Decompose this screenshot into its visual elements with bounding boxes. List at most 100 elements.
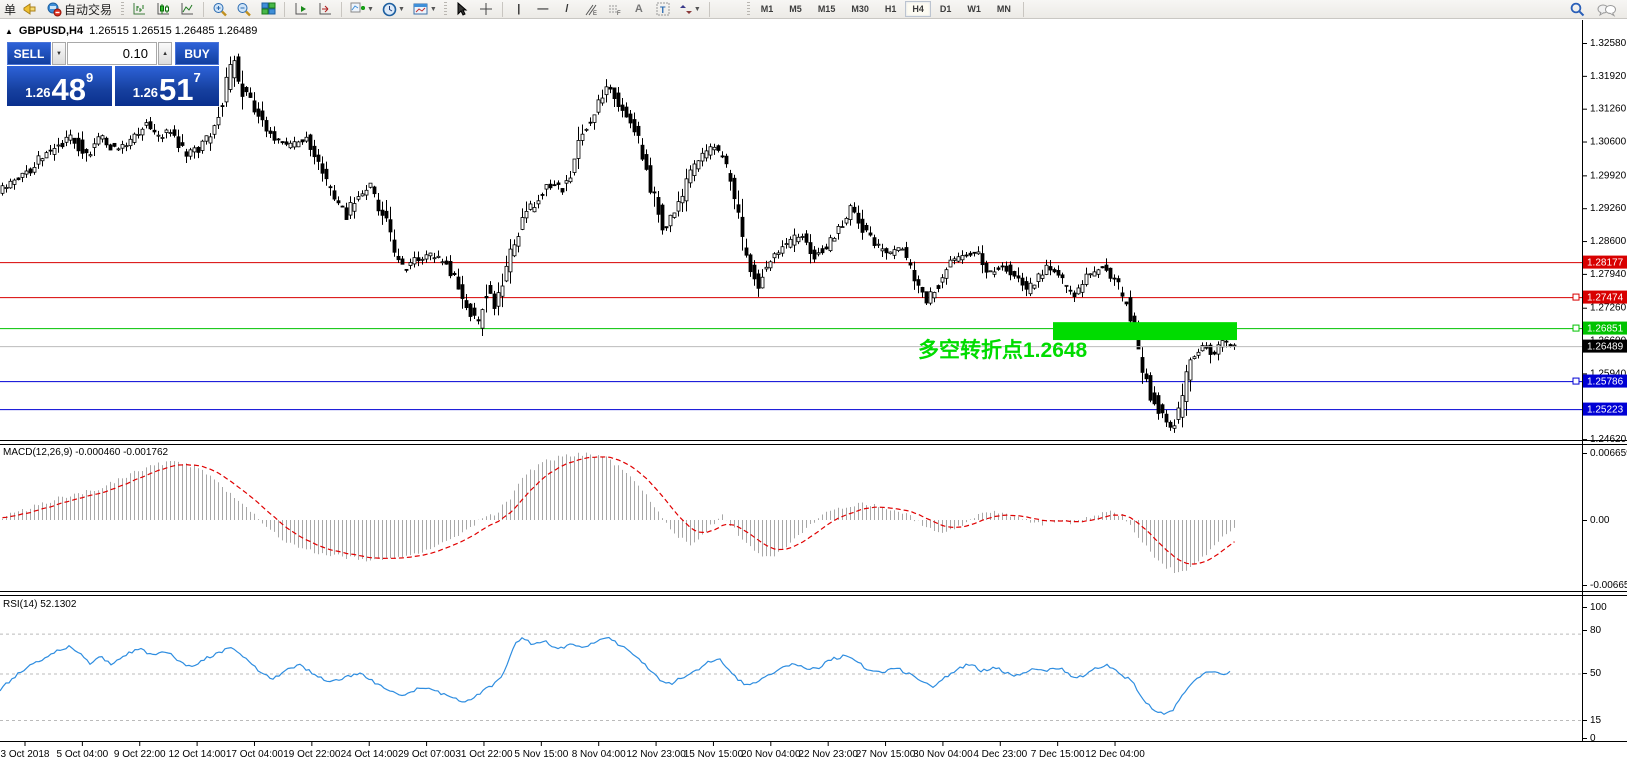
timeframe-m30[interactable]: M30: [851, 4, 869, 14]
cursor-button[interactable]: [451, 1, 473, 18]
volume-input[interactable]: [67, 42, 157, 65]
candle-body: [672, 212, 677, 218]
channel-tool[interactable]: E: [580, 1, 602, 18]
add-indicator-button[interactable]: ▼: [347, 1, 377, 18]
time-axis-label: 12 Oct 14:00: [168, 749, 226, 760]
green-rectangle[interactable]: [1053, 322, 1237, 341]
volume-decrease-button[interactable]: ▼: [51, 42, 66, 65]
candle-body: [1000, 265, 1005, 268]
candle-body: [1156, 395, 1161, 414]
candle-body: [760, 276, 765, 289]
collapse-triangle-icon[interactable]: ▲: [5, 26, 13, 36]
line-handle[interactable]: [1572, 293, 1580, 301]
time-axis-label: 22 Nov 23:00: [798, 749, 858, 760]
toolbar-separator: [341, 1, 343, 17]
candle-body: [1128, 297, 1133, 322]
horizontal-line-tool[interactable]: —: [532, 1, 554, 18]
candle-body: [248, 92, 253, 98]
timeframe-m1[interactable]: M1: [760, 4, 774, 14]
one-click-trading-panel: SELL ▼ ▲ BUY 1.26 48 9 1.26 51 7: [7, 42, 219, 106]
price-tick-label: 1.32580: [1590, 38, 1627, 49]
templates-button[interactable]: ▼: [410, 1, 440, 18]
candle-body: [780, 246, 785, 254]
candle-body: [216, 117, 221, 126]
megaphone-icon[interactable]: [19, 1, 41, 18]
candle-body: [948, 259, 953, 268]
zoom-in-button[interactable]: [209, 1, 231, 18]
macd-pane[interactable]: [2, 452, 1235, 574]
time-axis[interactable]: 3 Oct 2018 5 Oct 04:00 9 Oct 22:00 12 Oct 1…: [1, 742, 1146, 760]
timeframe-m15[interactable]: M15: [817, 4, 836, 14]
sell-price-box[interactable]: 1.26 48 9: [7, 66, 112, 106]
chat-icon[interactable]: [1597, 3, 1617, 17]
timeframe-w1[interactable]: W1: [967, 4, 981, 14]
line-handle[interactable]: [1572, 377, 1580, 385]
candle-body: [972, 251, 977, 254]
candle-body: [1196, 351, 1201, 356]
timeframe-h4[interactable]: H4: [905, 1, 931, 17]
fibonacci-tool[interactable]: F: [604, 1, 626, 18]
candle-body: [292, 141, 297, 148]
candle-body: [912, 269, 917, 282]
sell-button[interactable]: SELL: [7, 42, 51, 65]
candle-body: [1072, 292, 1077, 297]
trendline-tool[interactable]: /: [556, 1, 578, 18]
candlestick-mode-button[interactable]: [152, 1, 174, 18]
autotrading-button[interactable]: 自动交易: [43, 1, 117, 18]
candle-body: [720, 155, 725, 158]
candle-body: [600, 97, 605, 104]
candle-body: [716, 145, 721, 151]
buy-price-box[interactable]: 1.26 51 7: [114, 66, 219, 106]
pane-dividers[interactable]: [0, 20, 1627, 742]
line-handles[interactable]: [1572, 293, 1580, 385]
bar-chart-mode-button[interactable]: [128, 1, 150, 18]
timeframe-m5[interactable]: M5: [789, 4, 802, 14]
arrows-tool[interactable]: ▼: [676, 1, 704, 18]
volume-increase-button[interactable]: ▲: [158, 42, 173, 65]
candle-body: [148, 121, 153, 130]
trendline-icon: /: [565, 3, 569, 15]
candle-body: [88, 154, 93, 157]
svg-text:E: E: [593, 11, 597, 16]
horizontal-line-objects[interactable]: [0, 262, 1582, 411]
price-badge: [1583, 402, 1627, 416]
auto-scroll-button[interactable]: [290, 1, 312, 18]
candle-body: [320, 163, 325, 174]
zoom-out-button[interactable]: [233, 1, 255, 18]
time-axis-label: 24 Oct 14:00: [341, 749, 399, 760]
candle-body: [520, 217, 525, 230]
candle-body: [172, 129, 177, 136]
chart-shift-button[interactable]: [314, 1, 336, 18]
price-badge: [1583, 339, 1627, 353]
crosshair-icon: [479, 3, 492, 15]
candle-body: [796, 236, 801, 243]
price-axis[interactable]: 1.32580 1.31920 1.31260 1.30600 1.29920 1.292…: [1582, 38, 1627, 445]
candle-body: [16, 177, 21, 181]
buy-button[interactable]: BUY: [175, 42, 219, 65]
vertical-line-tool[interactable]: |: [508, 1, 530, 18]
rsi-pane[interactable]: [0, 633, 1582, 722]
periods-button[interactable]: ▼: [379, 1, 408, 18]
timeframe-mn[interactable]: MN: [996, 4, 1011, 14]
candle-body: [504, 265, 509, 282]
candle-body: [1036, 273, 1041, 282]
text-tool[interactable]: A: [628, 1, 650, 18]
tile-windows-button[interactable]: [257, 1, 279, 18]
rectangle-object[interactable]: [1053, 322, 1237, 341]
candle-body: [1168, 421, 1173, 428]
candle-body: [0, 185, 5, 194]
timeframe-d1[interactable]: D1: [939, 4, 952, 14]
candle-body: [288, 142, 293, 149]
crosshair-button[interactable]: [475, 1, 497, 18]
new-order-partial-label[interactable]: 单: [4, 2, 17, 17]
candle-body: [888, 251, 893, 255]
candlesticks[interactable]: [0, 53, 1237, 433]
line-handle[interactable]: [1572, 324, 1580, 332]
search-icon[interactable]: [1570, 2, 1585, 17]
ohlc-quotes: 1.26515 1.26515 1.26485 1.26489: [89, 25, 258, 37]
line-chart-mode-button[interactable]: [176, 1, 198, 18]
timeframe-h1[interactable]: H1: [884, 4, 897, 14]
label-tool[interactable]: T: [652, 1, 674, 18]
price-badge-label: 1.26851: [1587, 324, 1624, 335]
